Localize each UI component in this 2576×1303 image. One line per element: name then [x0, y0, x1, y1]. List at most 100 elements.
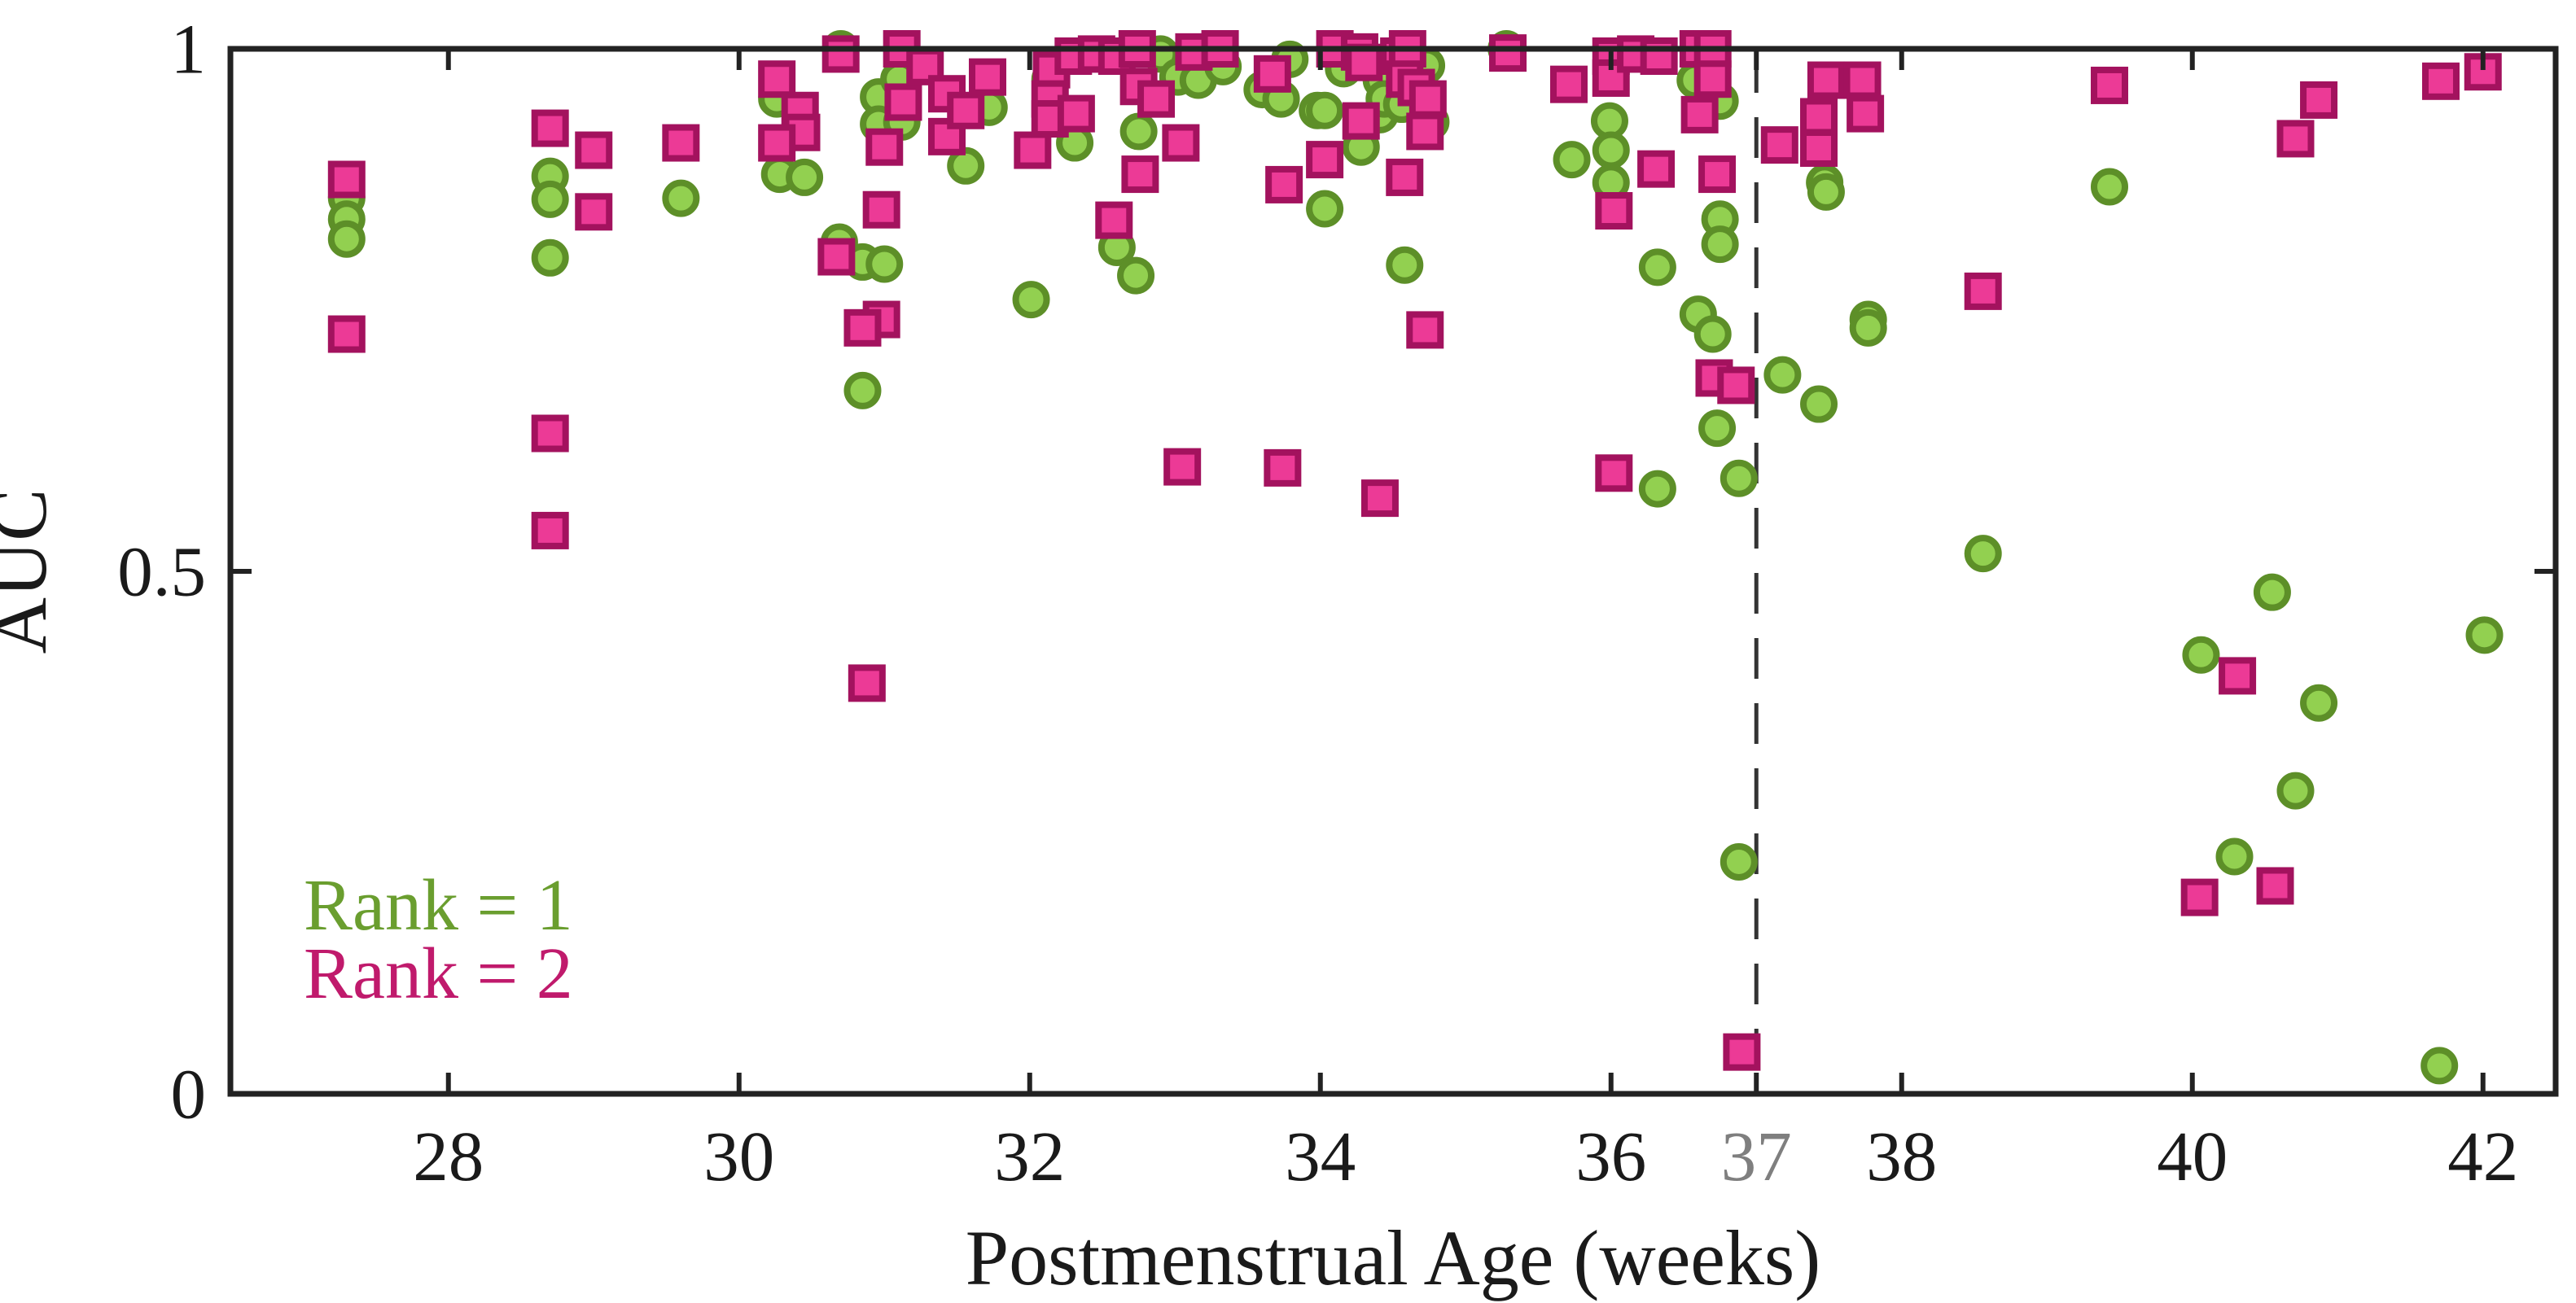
data-point-layer — [327, 30, 2504, 1085]
rank2-marker — [1306, 141, 1344, 179]
rank1-marker — [531, 238, 569, 277]
rank1-marker — [1306, 91, 1344, 129]
rank2-marker — [1549, 65, 1588, 103]
rank2-marker — [1760, 126, 1798, 164]
rank2-marker — [1723, 1033, 1761, 1071]
rank2-marker — [1264, 448, 1302, 487]
rank2-marker — [327, 315, 366, 353]
rank2-marker — [662, 124, 700, 162]
rank2-marker — [1360, 479, 1399, 518]
rank2-marker — [2091, 66, 2129, 104]
rank2-marker — [1163, 448, 1202, 486]
x-tick-label: 40 — [2157, 1117, 2228, 1196]
rank2-marker — [2421, 62, 2460, 100]
rank2-marker — [575, 131, 613, 169]
rank1-marker — [786, 158, 824, 196]
rank2-marker — [865, 128, 904, 166]
y-axis-label: AUC — [0, 489, 63, 654]
rank1-marker — [947, 146, 985, 185]
rank1-marker — [1638, 248, 1676, 286]
rank2-marker — [947, 91, 985, 129]
rank2-marker — [1406, 112, 1444, 151]
x-tick-label: 30 — [703, 1117, 774, 1196]
rank2-marker — [884, 83, 922, 121]
rank1-marker — [2182, 636, 2220, 674]
rank1-marker — [1553, 141, 1591, 179]
rank1-marker — [2420, 1047, 2459, 1085]
rank1-marker — [1698, 409, 1737, 448]
rank1-marker — [1800, 385, 1838, 423]
rank2-marker — [1057, 94, 1095, 133]
rank1-marker — [1592, 131, 1630, 169]
rank1-marker — [1117, 256, 1155, 295]
rank2-marker — [1386, 158, 1424, 196]
rank1-marker — [1849, 308, 1887, 347]
rank1-marker — [1807, 173, 1845, 211]
x-tick-label: 38 — [1866, 1117, 1937, 1196]
rank2-marker — [1640, 37, 1678, 75]
rank2-marker — [575, 193, 613, 231]
rank1-marker — [1012, 281, 1050, 319]
x-tick-label: 34 — [1285, 1117, 1356, 1196]
rank2-marker — [1698, 155, 1737, 194]
x-tick-label: 36 — [1575, 1117, 1646, 1196]
rank2-marker — [758, 124, 796, 162]
rank2-marker — [848, 664, 886, 702]
rank2-marker — [862, 300, 900, 339]
rank1-marker — [1386, 246, 1424, 284]
y-tick-label: 1 — [171, 10, 207, 89]
rank2-marker — [2180, 878, 2219, 916]
plot-border — [227, 46, 2559, 1097]
rank1-marker — [2300, 684, 2338, 722]
rank1-marker — [1701, 225, 1739, 264]
rank2-marker — [1265, 165, 1303, 203]
rank2-marker — [1595, 454, 1633, 492]
rank1-marker — [1693, 315, 1732, 353]
rank2-marker — [1595, 192, 1633, 230]
x-tick-label: 37 — [1721, 1117, 1792, 1196]
rank1-marker — [2276, 772, 2315, 810]
rank2-marker — [1342, 102, 1380, 140]
y-tick-label: 0 — [171, 1055, 207, 1134]
rank2-marker — [2256, 867, 2294, 905]
rank2-marker — [862, 190, 900, 229]
rank2-marker — [906, 47, 944, 85]
rank1-marker — [662, 179, 700, 217]
rank2-marker — [1489, 34, 1527, 72]
rank1-marker — [1306, 190, 1344, 228]
rank1-marker — [531, 180, 569, 218]
rank2-marker — [1807, 61, 1845, 99]
rank2-marker — [531, 511, 569, 549]
rank2-marker — [2219, 657, 2257, 695]
rank2-marker — [1847, 94, 1885, 133]
rank2-marker — [1637, 150, 1676, 188]
rank2-marker — [843, 308, 882, 347]
rank2-marker — [327, 160, 366, 199]
rank2-marker — [531, 109, 569, 147]
x-tick-label: 42 — [2447, 1117, 2518, 1196]
rank1-marker — [1720, 842, 1758, 881]
rank2-marker — [1253, 55, 1291, 93]
rank1-marker — [2091, 168, 2129, 206]
rank2-marker — [968, 58, 1006, 96]
rank1-marker — [1720, 459, 1758, 497]
rank2-marker — [1843, 61, 1882, 99]
rank1-marker — [865, 245, 904, 283]
rank1-marker — [1638, 470, 1676, 508]
rank1-marker — [1763, 356, 1802, 394]
rank2-marker — [2276, 120, 2315, 158]
rank2-marker — [1964, 272, 2002, 310]
rank2-marker — [821, 35, 860, 73]
rank2-marker — [817, 238, 856, 276]
rank2-marker — [1014, 131, 1052, 169]
rank2-marker — [1406, 311, 1444, 349]
rank2-marker — [1717, 366, 1755, 404]
rank1-marker — [2253, 573, 2291, 611]
legend: Rank = 1 Rank = 2 — [304, 865, 573, 1014]
rank2-marker — [531, 414, 569, 453]
y-tick-label: 0.5 — [117, 532, 206, 611]
rank2-marker — [1800, 98, 1838, 136]
rank2-marker — [1408, 80, 1447, 118]
rank2-marker — [2300, 81, 2338, 119]
